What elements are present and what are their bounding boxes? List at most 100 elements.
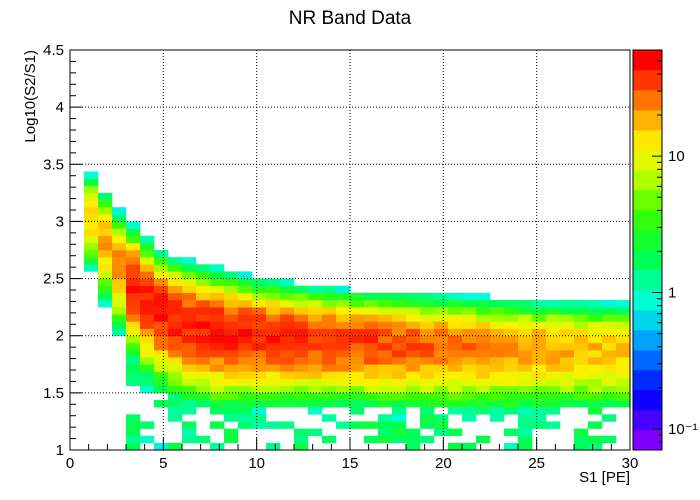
- heatmap-cell: [574, 314, 589, 322]
- heatmap-cell: [238, 278, 253, 287]
- heatmap-cell: [476, 328, 491, 337]
- heatmap-cell: [266, 300, 281, 308]
- heatmap-cell: [546, 300, 561, 308]
- heatmap-cell: [308, 335, 323, 344]
- heatmap-cell: [224, 314, 239, 322]
- heatmap-cell: [616, 307, 631, 315]
- heatmap-cell: [616, 371, 631, 379]
- heatmap-cell: [392, 428, 407, 437]
- heatmap-cell: [434, 414, 449, 422]
- colorbar-segment: [633, 390, 662, 411]
- heatmap-cell: [532, 392, 547, 401]
- heatmap-cell: [280, 392, 295, 401]
- heatmap-cell: [602, 307, 617, 315]
- heatmap-cell: [154, 364, 169, 372]
- heatmap-cell: [126, 257, 141, 265]
- heatmap-cell: [182, 421, 197, 429]
- heatmap-cell: [434, 307, 449, 315]
- heatmap-cell: [182, 271, 197, 279]
- heatmap-cell: [322, 378, 337, 387]
- heatmap-cell: [252, 342, 267, 351]
- heatmap-cell: [336, 342, 351, 351]
- heatmap-cell: [196, 278, 211, 287]
- heatmap-cell: [238, 335, 253, 344]
- heatmap-cell: [112, 278, 127, 287]
- heatmap-cell: [126, 442, 141, 451]
- heatmap-cell: [448, 371, 463, 379]
- heatmap-cell: [224, 378, 239, 387]
- heatmap-cell: [602, 385, 617, 394]
- heatmap-cell: [392, 414, 407, 422]
- heatmap-cell: [560, 342, 575, 351]
- heatmap-cell: [308, 407, 323, 415]
- heatmap-cell: [406, 328, 421, 337]
- heatmap-cell: [168, 300, 183, 308]
- heatmap-cell: [126, 242, 141, 251]
- heatmap-cell: [168, 414, 183, 422]
- heatmap-cell: [294, 435, 309, 444]
- colorbar-segment: [633, 370, 662, 391]
- heatmap-cell: [266, 442, 281, 451]
- heatmap-cell: [546, 407, 561, 415]
- heatmap-cell: [476, 314, 491, 322]
- heatmap-cell: [182, 285, 197, 294]
- heatmap-cell: [266, 328, 281, 337]
- heatmap-cell: [294, 285, 309, 294]
- heatmap-cell: [308, 285, 323, 294]
- heatmap-cell: [252, 278, 267, 287]
- heatmap-cell: [392, 335, 407, 344]
- heatmap-cell: [322, 385, 337, 394]
- heatmap-cell: [560, 357, 575, 365]
- heatmap-cell: [574, 335, 589, 344]
- heatmap-cell: [546, 378, 561, 387]
- chart-title: NR Band Data: [288, 8, 412, 29]
- heatmap-cell: [168, 364, 183, 372]
- y-tick-label: 1: [56, 442, 64, 459]
- heatmap-cell: [420, 321, 435, 329]
- heatmap-cell: [588, 421, 603, 429]
- heatmap-cell: [112, 264, 127, 272]
- heatmap-cell: [252, 421, 267, 429]
- heatmap-cell: [280, 314, 295, 322]
- y-tick-label: 3: [56, 213, 64, 230]
- heatmap-cell: [448, 378, 463, 387]
- heatmap-cell: [518, 357, 533, 365]
- heatmap-cell: [182, 392, 197, 401]
- heatmap-cell: [602, 314, 617, 322]
- heatmap-cell: [140, 435, 155, 444]
- heatmap-cell: [476, 321, 491, 329]
- heatmap-cell: [140, 385, 155, 394]
- heatmap-cell: [238, 421, 253, 429]
- heatmap-cell: [434, 428, 449, 437]
- heatmap-cell: [182, 321, 197, 329]
- heatmap-cell: [98, 300, 113, 308]
- heatmap-cell: [504, 378, 519, 387]
- heatmap-cell: [518, 350, 533, 358]
- heatmap-cell: [196, 385, 211, 394]
- heatmap-cell: [252, 350, 267, 358]
- heatmap-cell: [182, 342, 197, 351]
- heatmap-cell: [280, 328, 295, 337]
- heatmap-cell: [168, 257, 183, 265]
- heatmap-cell: [322, 300, 337, 308]
- heatmap-cell: [448, 314, 463, 322]
- heatmap-cell: [588, 350, 603, 358]
- heatmap-cell: [392, 407, 407, 415]
- heatmap-cell: [364, 314, 379, 322]
- heatmap-cell: [420, 314, 435, 322]
- heatmap-cell: [378, 435, 393, 444]
- heatmap-cell: [112, 214, 127, 222]
- heatmap-cell: [140, 342, 155, 351]
- heatmap-cell: [322, 414, 337, 422]
- heatmap-cell: [490, 314, 505, 322]
- heatmap-cell: [420, 328, 435, 337]
- colorbar-segment: [633, 350, 662, 371]
- heatmap-cell: [504, 300, 519, 308]
- heatmap-cell: [252, 378, 267, 387]
- heatmap-cell: [434, 350, 449, 358]
- heatmap-cell: [224, 400, 239, 408]
- heatmap-cell: [350, 371, 365, 379]
- heatmap-cell: [504, 350, 519, 358]
- heatmap-cell: [238, 364, 253, 372]
